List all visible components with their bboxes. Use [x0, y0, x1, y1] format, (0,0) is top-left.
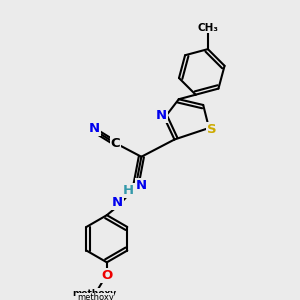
- Text: H: H: [123, 184, 134, 197]
- Text: methoxy: methoxy: [72, 290, 116, 298]
- Text: O: O: [101, 269, 112, 282]
- Text: N: N: [156, 109, 167, 122]
- Text: N: N: [111, 196, 122, 209]
- Text: S: S: [207, 123, 217, 136]
- Text: methoxy: methoxy: [77, 293, 114, 300]
- Text: CH₃: CH₃: [197, 22, 218, 33]
- Text: N: N: [88, 122, 100, 134]
- Text: N: N: [136, 179, 147, 192]
- Text: C: C: [111, 137, 120, 150]
